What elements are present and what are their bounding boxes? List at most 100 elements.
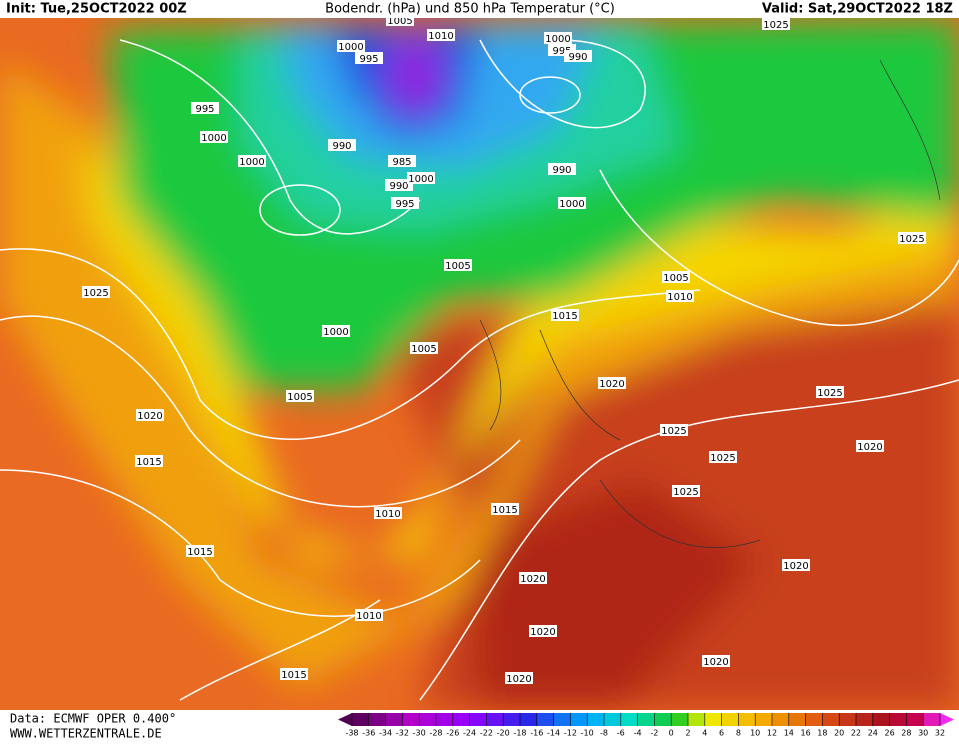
isobar-label: 1020: [137, 411, 162, 422]
colorbar-swatch: [805, 713, 823, 726]
colorbar-swatch: [452, 713, 471, 726]
isobar-label: 1005: [411, 344, 436, 355]
isobar-label: 1020: [506, 674, 531, 685]
site-name: WWW.WETTERZENTRALE.DE: [10, 727, 162, 741]
isobar-label-box: [666, 290, 694, 302]
isobar-label: 1020: [599, 379, 624, 390]
isobar-label-box: [328, 139, 356, 151]
isobar-label: 1025: [763, 20, 788, 31]
isobar-label: 1010: [375, 509, 400, 520]
isobar-label-box: [186, 545, 214, 557]
colorbar-tick-label: -22: [480, 729, 493, 738]
isobar-label: 1020: [857, 442, 882, 453]
colorbar-swatch: [704, 713, 723, 726]
colorbar-tick-label: -12: [564, 729, 577, 738]
isobar-label-box: [598, 377, 626, 389]
valid-label: Valid: Sat,29OCT2022 18Z: [762, 2, 953, 17]
isobar-label-box: [374, 507, 402, 519]
isobar-label-box: [816, 386, 844, 398]
colorbar-swatch: [469, 713, 487, 726]
colorbar-swatch: [553, 713, 571, 726]
isobar-label-box: [548, 163, 576, 175]
colorbar-swatch: [620, 713, 639, 726]
map-title: Bodendr. (hPa) und 850 hPa Temperatur (°…: [325, 2, 615, 17]
isobar-label-box: [782, 559, 810, 571]
isobar-label: 1020: [703, 657, 728, 668]
isobar-label: 995: [195, 104, 214, 115]
colorbar-tick-label: 6: [719, 729, 724, 738]
colorbar-tick-label: -8: [600, 729, 608, 738]
colorbar-swatch: [637, 713, 655, 726]
colorbar-tick-label: 16: [801, 729, 811, 738]
isobar-label: 995: [359, 54, 378, 65]
colorbar-tick-label: 0: [669, 729, 674, 738]
colorbar-swatch: [486, 713, 504, 726]
colorbar-swatch: [419, 713, 437, 726]
colorbar-tick-label: -14: [547, 729, 560, 738]
colorbar-tick-label: -18: [513, 729, 526, 738]
colorbar-swatch: [520, 713, 538, 726]
isobar-label: 1015: [187, 547, 212, 558]
isobar-label: 995: [395, 199, 414, 210]
colorbar-swatch: [503, 713, 521, 726]
isobar-label-box: [529, 625, 557, 637]
isobar-label-box: [337, 40, 365, 52]
isobar-label-box: [388, 155, 416, 167]
colorbar-tick-label: -24: [463, 729, 476, 738]
colorbar-swatch: [570, 713, 588, 726]
isobar-label: 1010: [428, 31, 453, 42]
colorbar-swatch: [906, 713, 924, 726]
colorbar-tick-label: -26: [446, 729, 459, 738]
colorbar-tick-label: -16: [530, 729, 543, 738]
isobar-label-box: [762, 18, 790, 30]
isobar-label: 1005: [663, 273, 688, 284]
isobar-label-box: [200, 131, 228, 143]
isobar-label: 990: [389, 181, 408, 192]
isobar-label: 990: [568, 52, 587, 63]
colorbar-swatch: [856, 713, 874, 726]
isobar-label: 1000: [338, 42, 363, 53]
colorbar-tick-label: 2: [685, 729, 690, 738]
colorbar-swatch: [671, 713, 689, 726]
isobar-label: 990: [552, 165, 571, 176]
colorbar-swatch: [839, 713, 857, 726]
isobar-label-box: [898, 232, 926, 244]
isobar-label: 1025: [673, 487, 698, 498]
isobar-label-box: [280, 668, 308, 680]
isobar-label: 990: [332, 141, 351, 152]
colorbar-tick-label: -36: [362, 729, 375, 738]
colorbar-tick-label: 28: [901, 729, 911, 738]
colorbar-swatch: [654, 713, 672, 726]
isobar-label: 1000: [239, 157, 264, 168]
isobar-label-box: [355, 52, 383, 64]
colorbar-swatch: [738, 713, 756, 726]
isobar-label-box: [544, 32, 572, 44]
isobar-label-box: [385, 179, 413, 191]
colorbar-tick-label: -20: [497, 729, 510, 738]
isobar-label: 1015: [136, 457, 161, 468]
isobar-label-box: [444, 259, 472, 271]
colorbar-tick-label: -10: [581, 729, 594, 738]
isobar-label: 1020: [520, 574, 545, 585]
header-bar: [0, 0, 959, 18]
isobar-label: 1025: [817, 388, 842, 399]
isobar-label-box: [386, 18, 414, 26]
isobar-label: 1015: [492, 505, 517, 516]
isobar-label-box: [558, 197, 586, 209]
colorbar-swatch: [368, 713, 387, 726]
colorbar-tick-label: 8: [736, 729, 741, 738]
isobar-label: 1020: [783, 561, 808, 572]
isobar-label-box: [660, 424, 688, 436]
colorbar-tick-label: -30: [413, 729, 426, 738]
colorbar-tick-label: 12: [767, 729, 777, 738]
isobar-label-box: [672, 485, 700, 497]
colorbar-tick-label: 20: [834, 729, 844, 738]
isobar-label: 1000: [201, 133, 226, 144]
colorbar-swatch: [772, 713, 790, 726]
isobar-label: 1015: [552, 311, 577, 322]
isobar-label-box: [286, 390, 314, 402]
isobar-label: 1010: [667, 292, 692, 303]
isobar-label: 1015: [281, 670, 306, 681]
